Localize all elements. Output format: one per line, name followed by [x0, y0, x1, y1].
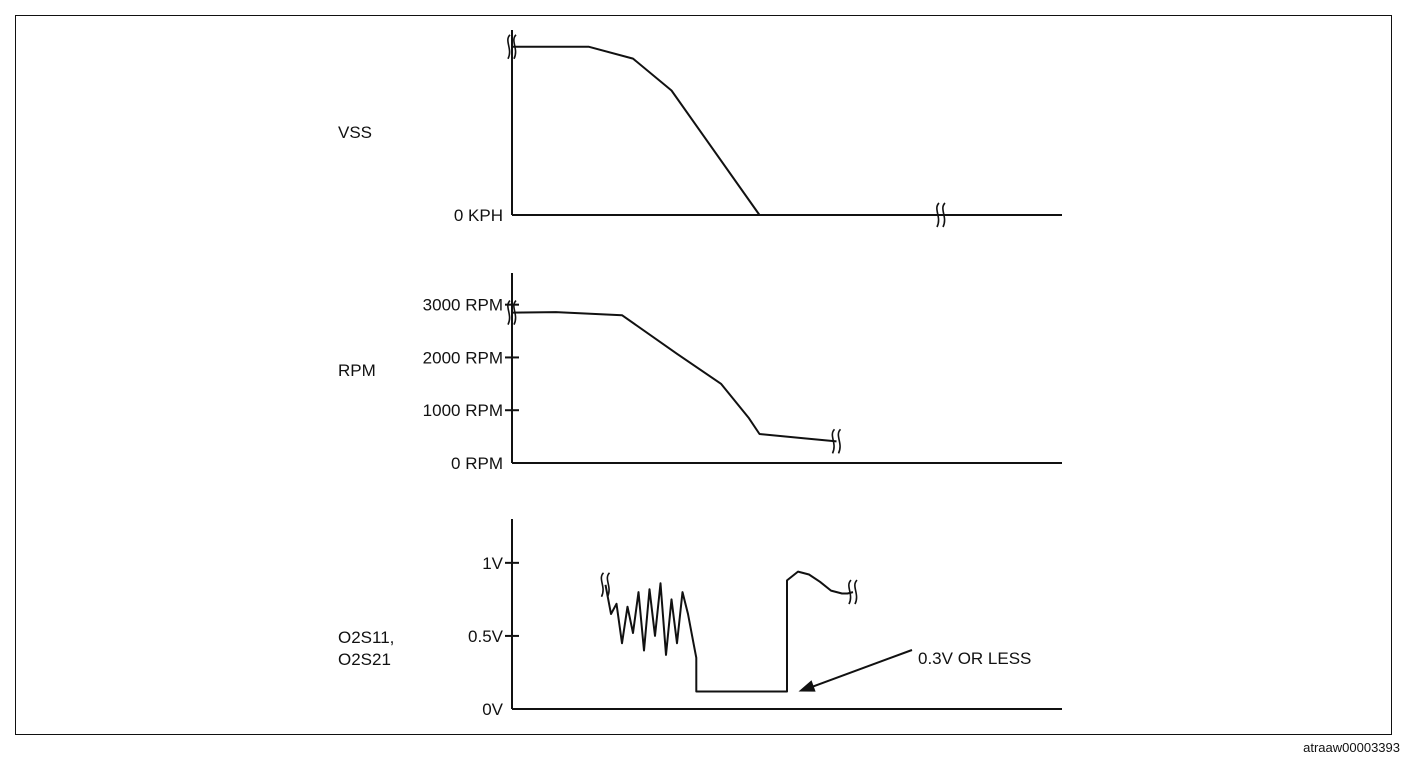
vss-break-mark [942, 202, 946, 228]
o2s-break-mark [606, 572, 611, 598]
annotation-label: 0.3V OR LESS [918, 649, 1031, 668]
rpm-break-mark [507, 300, 511, 325]
o2s-break-mark [848, 579, 852, 605]
vss-trace [512, 45, 897, 216]
annotation-arrowhead [798, 680, 816, 692]
vss-breaks [507, 34, 946, 228]
o2s-tick-label: 0.5V [468, 627, 504, 646]
o2s-panel: O2S11, O2S21 1V 0.5V 0V 0.3V OR LESS [338, 519, 1062, 719]
o2s-break-mark [600, 572, 605, 598]
rpm-trace [511, 311, 837, 443]
o2s-y-label-line2: O2S21 [338, 650, 391, 669]
o2s-tick-label: 0V [482, 700, 503, 719]
rpm-y-label: RPM [338, 361, 376, 380]
o2s-break-mark [854, 579, 858, 605]
rpm-break-mark [513, 300, 517, 325]
o2s-y-label-line1: O2S11, [338, 628, 394, 647]
rpm-tick-label: 0 RPM [451, 454, 503, 473]
o2s-breaks [600, 572, 858, 605]
rpm-break-mark [831, 428, 836, 454]
o2s-tick-label: 1V [482, 554, 503, 573]
annotation-arrow [810, 649, 913, 689]
rpm-breaks [507, 300, 842, 454]
rpm-tick-label: 2000 RPM [423, 348, 503, 367]
vss-break-mark [513, 34, 517, 60]
o2s-trace [604, 570, 854, 693]
chart-frame [15, 15, 1392, 735]
rpm-panel: RPM 3000 RPM 2000 RPM 1000 RPM 0 RPM [338, 273, 1062, 473]
vss-break-mark [507, 34, 511, 60]
rpm-tick-label: 3000 RPM [423, 296, 503, 315]
rpm-tick-label: 1000 RPM [423, 401, 503, 420]
o2s-ticks: 1V 0.5V 0V [468, 554, 519, 719]
vss-tick-label-0kph: 0 KPH [454, 206, 503, 225]
vss-panel: VSS 0 KPH [338, 30, 1062, 228]
vss-break-mark [936, 202, 940, 228]
image-id-label: atraaw00003393 [1303, 740, 1400, 755]
rpm-break-mark [837, 428, 842, 454]
rpm-ticks: 3000 RPM 2000 RPM 1000 RPM 0 RPM [423, 296, 519, 473]
vss-y-label: VSS [338, 123, 372, 142]
